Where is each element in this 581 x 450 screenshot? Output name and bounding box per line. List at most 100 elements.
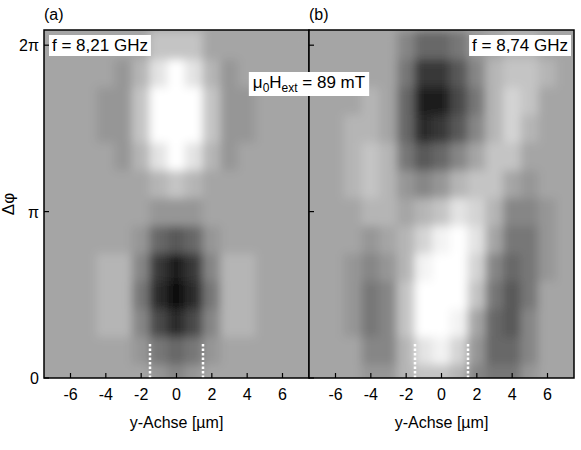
heatmap-cell: [415, 253, 434, 282]
annotation-subscript: ext: [282, 81, 299, 95]
x-tick: [70, 373, 71, 378]
heatmap-cell: [379, 197, 398, 226]
heatmap-cell: [61, 169, 80, 198]
heatmap-cell: [450, 142, 469, 171]
heatmap-cell: [291, 225, 309, 254]
heatmap-cell: [44, 197, 62, 226]
heatmap-cell: [114, 86, 133, 115]
heatmap-cell: [415, 59, 434, 88]
heatmap-cell: [485, 253, 504, 282]
heatmap-cell: [379, 225, 398, 254]
heatmap-cell: [132, 225, 151, 254]
heatmap-cell: [132, 59, 151, 88]
heatmap-cell: [61, 364, 80, 378]
heatmap-cell: [44, 225, 62, 254]
heatmap-cell: [291, 336, 309, 365]
heatmap-cell: [185, 169, 204, 198]
heatmap-cell: [397, 364, 416, 378]
heatmap-cell: [150, 225, 169, 254]
heatmap-cell: [397, 142, 416, 171]
x-tick-label: -6: [63, 386, 77, 403]
heatmap-cell: [468, 197, 487, 226]
heatmap-cell: [538, 253, 557, 282]
heatmap-cell: [503, 59, 522, 88]
heatmap-cell: [291, 253, 309, 282]
heatmap-cell: [256, 142, 275, 171]
heatmap-cell: [379, 114, 398, 143]
heatmap-cell: [538, 197, 557, 226]
heatmap-cell: [538, 280, 557, 309]
heatmap-cell: [309, 364, 327, 378]
heatmap-cell: [238, 197, 257, 226]
heatmap-cell: [556, 308, 574, 337]
heatmap-cell: [132, 86, 151, 115]
heatmap-cell: [167, 169, 186, 198]
heatmap-cell: [97, 114, 116, 143]
heatmap-cell: [97, 59, 116, 88]
heatmap-cell: [150, 114, 169, 143]
y-tick: [309, 211, 314, 212]
heatmap-cell: [521, 59, 540, 88]
heatmap-cell: [503, 86, 522, 115]
heatmap-cell: [379, 31, 398, 60]
heatmap-cell: [379, 280, 398, 309]
annotation-background: [249, 72, 369, 96]
heatmap-cell: [273, 364, 292, 378]
stripline-edge: [202, 344, 205, 378]
heatmap-cell: [521, 197, 540, 226]
heatmap-cell: [256, 225, 275, 254]
heatmap-cell: [503, 197, 522, 226]
annotation: μ0Hext = 89 mT: [253, 73, 365, 95]
heatmap-cell: [538, 308, 557, 337]
heatmap-cell: [97, 253, 116, 282]
heatmap-cell: [468, 114, 487, 143]
heatmap-cell: [203, 364, 222, 378]
x-tick-label: -2: [399, 386, 413, 403]
heatmap-cell: [114, 280, 133, 309]
heatmap-cell: [468, 253, 487, 282]
x-axis-title: y-Achse [µm]: [395, 414, 489, 431]
heatmap-cell: [450, 253, 469, 282]
title-box: f = 8,21 GHz: [49, 35, 151, 56]
heatmap-cell: [167, 336, 186, 365]
heatmap-cell: [415, 31, 434, 60]
panel-letter: (b): [309, 6, 329, 23]
heatmap-cell: [185, 197, 204, 226]
heatmap-cell: [556, 253, 574, 282]
heatmap-cell: [44, 280, 62, 309]
heatmap-cell: [468, 86, 487, 115]
heatmap-cell: [114, 114, 133, 143]
heatmap-cell: [397, 197, 416, 226]
heatmap-cell: [344, 142, 363, 171]
heatmap-cell: [256, 31, 275, 60]
heatmap-cell: [97, 225, 116, 254]
heatmap-cell: [309, 225, 327, 254]
heatmap-cell: [450, 114, 469, 143]
heatmap-cell: [397, 169, 416, 198]
heatmap-cell: [132, 114, 151, 143]
heatmap-cell: [185, 114, 204, 143]
heatmap-cell: [379, 59, 398, 88]
heatmap-cell: [326, 308, 345, 337]
y-tick-label: 0: [30, 370, 39, 387]
heatmap-cell: [79, 86, 98, 115]
heatmap-cell: [79, 169, 98, 198]
panel-title: f = 8,74 GHz: [472, 36, 568, 55]
heatmap-cell: [132, 280, 151, 309]
heatmap-cell: [185, 308, 204, 337]
heatmap-cell: [309, 280, 327, 309]
heatmap-cell: [61, 225, 80, 254]
y-tick-label: π: [28, 204, 39, 221]
heatmap-cell: [450, 59, 469, 88]
annotation-box: μ0Hext = 89 mT: [249, 72, 369, 96]
heatmap-cell: [309, 142, 327, 171]
heatmap-cell: [503, 225, 522, 254]
heatmap-cell: [326, 114, 345, 143]
heatmap-cell: [432, 225, 451, 254]
heatmap-cell: [203, 86, 222, 115]
heatmap-cell: [538, 114, 557, 143]
y-tick: [44, 377, 49, 378]
heatmap-cell: [150, 86, 169, 115]
heatmap-cell: [521, 114, 540, 143]
heatmap-cell: [379, 142, 398, 171]
